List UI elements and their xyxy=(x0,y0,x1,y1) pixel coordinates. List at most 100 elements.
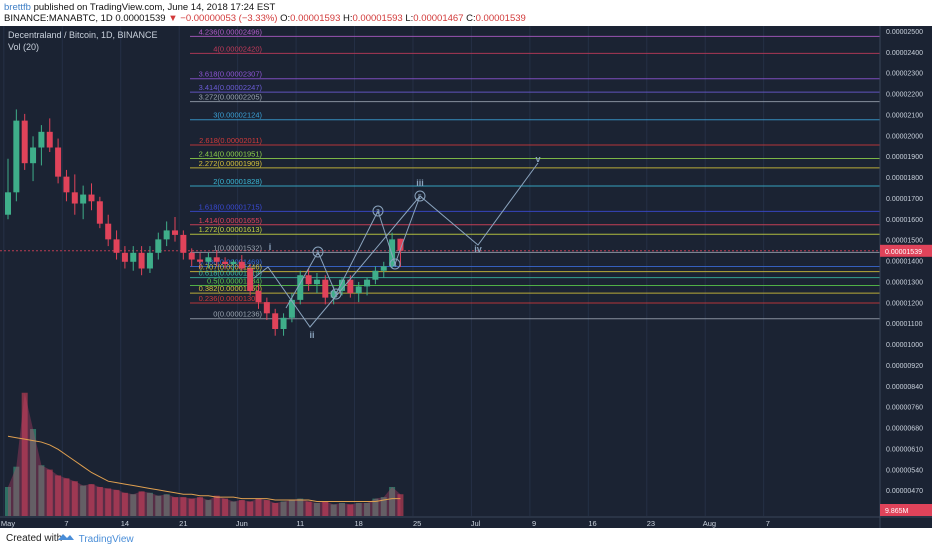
candle-body[interactable] xyxy=(180,234,187,253)
candle-body[interactable] xyxy=(146,252,153,269)
created-with-label: Created with xyxy=(6,533,63,544)
candle-body[interactable] xyxy=(105,223,112,240)
tradingview-logo[interactable]: TradingView xyxy=(56,531,134,546)
candle-body[interactable] xyxy=(288,299,295,318)
candle-body[interactable] xyxy=(80,194,87,204)
price-tick-label: 0.00000760 xyxy=(886,405,923,412)
price-tick-label: 0.00001700 xyxy=(886,196,923,203)
volume-bar xyxy=(188,498,195,516)
candle-body[interactable] xyxy=(255,290,262,303)
fib-level-label: 2.414(0.00001951) xyxy=(199,149,263,158)
candle-body[interactable] xyxy=(322,279,329,298)
candle-body[interactable] xyxy=(372,270,379,280)
price-tick-label: 0.00000470 xyxy=(886,488,923,495)
candle-body[interactable] xyxy=(355,286,362,294)
open-value: 0.00001593 xyxy=(290,13,341,24)
candle-body[interactable] xyxy=(230,261,237,265)
candle-body[interactable] xyxy=(364,279,371,287)
candle-body[interactable] xyxy=(222,261,229,265)
candle-body[interactable] xyxy=(197,259,204,262)
footer: Created with TradingView xyxy=(0,528,932,550)
candle-body[interactable] xyxy=(188,252,195,260)
last-price-tag-label: 0.00001539 xyxy=(885,249,922,256)
fib-level-label: 4(0.00002420) xyxy=(213,44,262,53)
candle-body[interactable] xyxy=(88,194,95,202)
candle-body[interactable] xyxy=(155,239,162,253)
subwave-circle xyxy=(372,205,384,217)
candle-body[interactable] xyxy=(55,147,62,177)
open-label: O: xyxy=(280,13,291,24)
chart-area[interactable]: 4.236(0.00002496) 4(0.00002420) 3.618(0.00… xyxy=(0,26,932,528)
candle-body[interactable] xyxy=(330,290,337,298)
candle-body[interactable] xyxy=(13,120,20,193)
candle-body[interactable] xyxy=(238,261,245,269)
volume-bar xyxy=(372,498,379,516)
fib-level-label: 1.618(0.00001715) xyxy=(199,202,263,211)
time-tick-label: 23 xyxy=(647,519,655,528)
volume-bar xyxy=(339,502,345,516)
candle-body[interactable] xyxy=(96,201,103,224)
author-link[interactable]: brettfb xyxy=(4,2,31,13)
fib-level-label: 3.414(0.00002247) xyxy=(199,83,263,92)
time-tick-label: Jul xyxy=(471,519,481,528)
candle-body[interactable] xyxy=(347,279,354,294)
volume-bar xyxy=(272,502,279,516)
candle-body[interactable] xyxy=(280,317,287,329)
candle-body[interactable] xyxy=(272,313,279,329)
time-tick-label: 14 xyxy=(121,519,129,528)
volume-bar xyxy=(113,489,120,516)
candle-body[interactable] xyxy=(339,279,345,291)
subwave-label: 5 xyxy=(418,194,422,201)
change-value: −0.00000053 (−3.33%) xyxy=(180,13,278,24)
candle-body[interactable] xyxy=(313,279,320,285)
candle-body[interactable] xyxy=(21,120,28,164)
volume-bar xyxy=(263,500,270,516)
candle-body[interactable] xyxy=(380,266,387,271)
volume-bar xyxy=(205,500,212,516)
candle-body[interactable] xyxy=(5,192,11,215)
tradingview-cloud-icon xyxy=(58,534,74,540)
candle-body[interactable] xyxy=(46,131,53,148)
volume-bar xyxy=(55,475,62,516)
volume-bar xyxy=(172,497,178,516)
price-tick-label: 0.00002300 xyxy=(886,71,923,78)
fib-level-label: 1.272(0.00001613) xyxy=(199,225,263,234)
fib-level-label: 0.618(0.00001419) xyxy=(199,269,263,278)
candle-body[interactable] xyxy=(172,230,178,235)
subwave-label: 4 xyxy=(393,262,397,269)
candle-body[interactable] xyxy=(205,257,212,262)
candle-body[interactable] xyxy=(121,252,128,262)
candle-body[interactable] xyxy=(30,147,37,164)
candle-body[interactable] xyxy=(263,302,270,314)
candle-body[interactable] xyxy=(38,131,45,148)
quote-line: BINANCE:MANABTC, 1D 0.00001539 ▼ −0.0000… xyxy=(4,13,526,24)
time-tick-label: 7 xyxy=(64,519,68,528)
candle-body[interactable] xyxy=(163,230,170,240)
time-tick-label: 7 xyxy=(766,519,770,528)
candle-body[interactable] xyxy=(130,252,137,262)
subwave-label: 3 xyxy=(376,209,380,216)
candle-body[interactable] xyxy=(71,192,78,204)
volume-bar xyxy=(163,494,170,516)
candle-body[interactable] xyxy=(305,275,312,285)
price-tick-label: 0.00001600 xyxy=(886,217,923,224)
subwave-label: 1 xyxy=(316,250,320,257)
last-price: 0.00001539 xyxy=(115,13,166,24)
candle-body[interactable] xyxy=(63,176,70,193)
candle-body[interactable] xyxy=(247,268,254,291)
volume-bar xyxy=(38,465,45,516)
volume-bar xyxy=(71,481,78,516)
candle-body[interactable] xyxy=(397,238,404,251)
volume-bar xyxy=(305,501,312,516)
volume-bar xyxy=(46,469,53,516)
candle-body[interactable] xyxy=(113,239,120,253)
fib-level-label: 0.382(0.00001350) xyxy=(199,284,263,293)
fib-level-label: 2.618(0.00002011) xyxy=(199,136,262,145)
fib-level-label: 3.272(0.00002205) xyxy=(199,93,263,102)
candle-body[interactable] xyxy=(138,252,145,269)
price-chart[interactable]: 4.236(0.00002496) 4(0.00002420) 3.618(0.00… xyxy=(0,26,932,528)
candle-body[interactable] xyxy=(297,275,304,300)
candle-body[interactable] xyxy=(213,257,220,262)
price-tick-label: 0.00002100 xyxy=(886,112,923,119)
candle-body[interactable] xyxy=(389,239,396,267)
